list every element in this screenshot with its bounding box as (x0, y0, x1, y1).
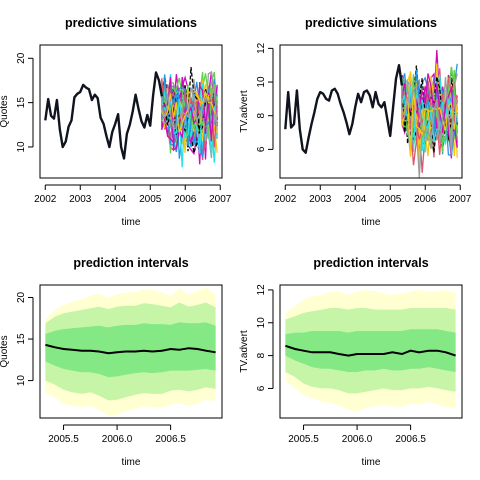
y-axis-label: Quotes (0, 335, 10, 367)
x-axis-label: time (362, 217, 381, 228)
panel-pi_tv: 2005.5 2006.0 2006.5 6 8 10 12 prediction inter… (239, 256, 463, 468)
y-tick-label: 10 (16, 375, 27, 387)
x-tick-label: 2004 (104, 194, 127, 205)
x-tick-label: 2005 (139, 194, 162, 205)
y-tick-label: 8 (256, 352, 267, 358)
panel-sim_quotes: 2002 2003 2004 2005 2006 2007 10 15 20 predictive… (0, 16, 232, 228)
x-axis-label: time (362, 457, 381, 468)
sim-path (161, 70, 218, 129)
x-tick-label: 2006.0 (102, 434, 133, 445)
x-tick-label: 2002 (274, 194, 297, 205)
x-tick-label: 2006.5 (155, 434, 186, 445)
x-tick-label: 2006 (174, 194, 197, 205)
x-tick-label: 2007 (449, 194, 472, 205)
x-tick-label: 2006.0 (342, 434, 373, 445)
y-tick-label: 15 (16, 97, 27, 109)
plot-area (45, 287, 216, 416)
panel-sim_tv: 2002 2003 2004 2005 2006 2007 6 8 10 12 predictive… (239, 16, 472, 228)
chart-title: predictive simulations (305, 16, 437, 30)
plot-frame (39, 44, 223, 179)
plot-area (284, 50, 458, 178)
median-line (285, 344, 456, 357)
y-axis-label: TV.advert (239, 330, 250, 373)
panel-pi_quotes: 2005.5 2006.0 2006.5 10 15 20 prediction inter… (0, 256, 223, 468)
y-tick-label: 20 (16, 52, 27, 64)
plot-frame (279, 284, 463, 419)
sim-path (401, 85, 458, 157)
sim-path (161, 87, 218, 131)
x-tick-label: 2005 (379, 194, 402, 205)
y-tick-label: 15 (16, 333, 27, 345)
x-tick-label: 2007 (209, 194, 232, 205)
band-50 (45, 322, 216, 378)
y-tick-label: 6 (256, 385, 267, 391)
y-tick-label: 12 (256, 42, 267, 54)
history-line (284, 64, 404, 154)
y-tick-label: 6 (256, 146, 267, 152)
y-tick-label: 20 (16, 291, 27, 303)
y-tick-label: 10 (256, 317, 267, 329)
x-tick-label: 2005.5 (288, 434, 319, 445)
y-axis-label: TV.advert (239, 90, 250, 133)
x-tick-label: 2002 (34, 194, 57, 205)
y-tick-label: 10 (256, 76, 267, 88)
band-50 (285, 329, 456, 372)
chart-title: predictive simulations (65, 16, 197, 30)
x-tick-label: 2003 (309, 194, 332, 205)
sim-path (161, 74, 218, 147)
x-tick-label: 2006.5 (395, 434, 426, 445)
chart-title: prediction intervals (313, 256, 428, 270)
plot-area (285, 289, 456, 412)
sim-path (401, 76, 458, 154)
y-axis-label: Quotes (0, 95, 10, 127)
y-tick-label: 10 (16, 141, 27, 153)
x-axis-label: time (122, 217, 141, 228)
x-tick-label: 2003 (69, 194, 92, 205)
history-line (44, 71, 164, 160)
plot-frame (279, 44, 463, 179)
x-tick-label: 2004 (344, 194, 367, 205)
y-tick-label: 12 (256, 284, 267, 296)
sim-path (161, 67, 218, 135)
plot-area (44, 67, 218, 168)
median-line (45, 343, 216, 355)
y-tick-label: 8 (256, 112, 267, 118)
chart-title: prediction intervals (73, 256, 188, 270)
plot-frame (39, 284, 223, 419)
x-axis-label: time (122, 457, 141, 468)
x-tick-label: 2006 (414, 194, 437, 205)
x-tick-label: 2005.5 (48, 434, 79, 445)
